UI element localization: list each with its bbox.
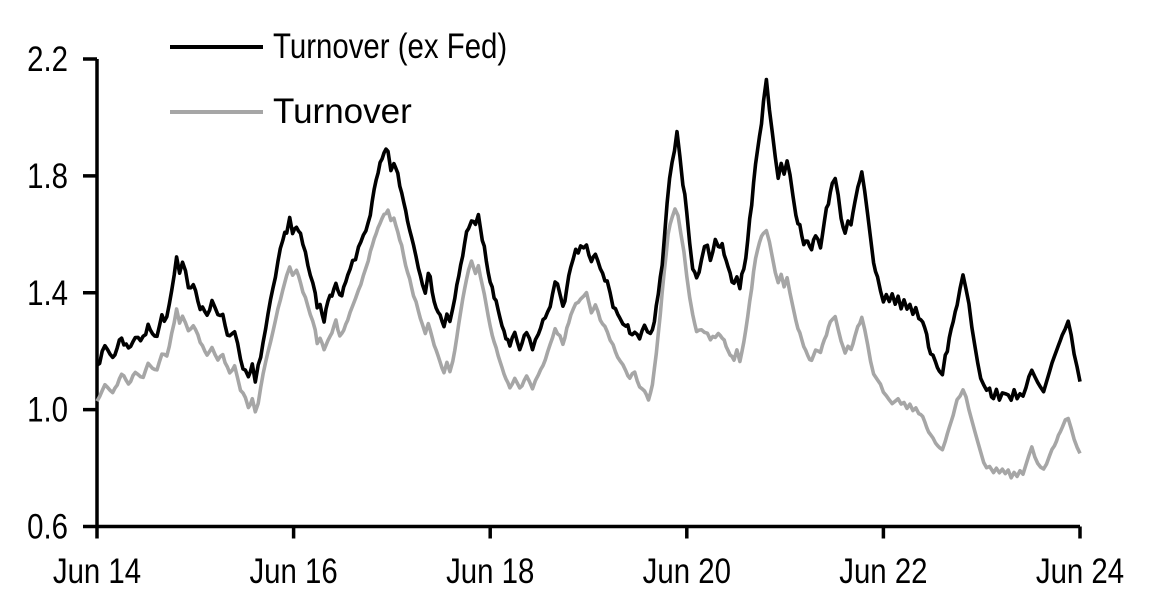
y-tick-label: 1.4 (27, 273, 68, 312)
series-line-turnover (95, 207, 1082, 480)
legend-line-sample-black (170, 45, 263, 49)
legend-label-turnover-ex-fed: Turnover (ex Fed) (273, 27, 508, 66)
legend-item-turnover-ex-fed: Turnover (ex Fed) (170, 25, 552, 69)
y-tick-label: 2.2 (27, 40, 68, 79)
x-tick-label: Jun 24 (1036, 552, 1124, 591)
x-tick-label: Jun 14 (53, 552, 141, 591)
series-line-turnover-ex-fed (96, 77, 1082, 402)
x-tick-label: Jun 22 (839, 552, 927, 591)
legend-label-turnover: Turnover (273, 92, 412, 131)
legend-line-sample-gray (170, 110, 263, 114)
y-tick-label: 1.8 (27, 156, 68, 195)
x-tick-label: Jun 16 (249, 552, 337, 591)
y-tick-label: 0.6 (27, 507, 68, 546)
y-tick-label: 1.0 (27, 390, 68, 429)
x-tick-label: Jun 20 (643, 552, 731, 591)
legend-item-turnover: Turnover (170, 90, 412, 134)
x-tick-label: Jun 18 (446, 552, 534, 591)
